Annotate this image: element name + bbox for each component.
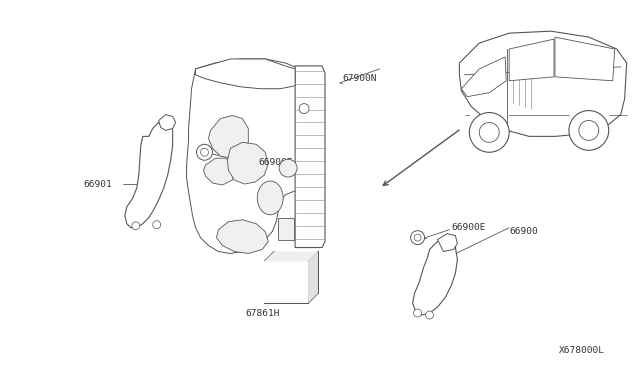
- Polygon shape: [438, 234, 458, 251]
- Circle shape: [196, 144, 212, 160]
- Polygon shape: [159, 115, 175, 131]
- Circle shape: [579, 121, 599, 140]
- Polygon shape: [204, 158, 236, 185]
- Circle shape: [426, 311, 433, 319]
- Circle shape: [132, 222, 140, 230]
- Text: 66900: 66900: [509, 227, 538, 236]
- Circle shape: [469, 113, 509, 152]
- Text: 66900E: 66900E: [259, 158, 292, 167]
- Circle shape: [153, 221, 161, 229]
- Circle shape: [279, 159, 297, 177]
- Text: 67861H: 67861H: [245, 309, 280, 318]
- Polygon shape: [555, 37, 614, 81]
- Text: 67900N: 67900N: [342, 74, 376, 83]
- Circle shape: [479, 122, 499, 142]
- Polygon shape: [227, 142, 268, 184]
- Circle shape: [200, 148, 209, 156]
- Polygon shape: [196, 59, 295, 89]
- Circle shape: [413, 309, 422, 317]
- Polygon shape: [209, 116, 248, 158]
- Circle shape: [299, 104, 309, 113]
- Polygon shape: [216, 220, 268, 253]
- Text: 66901: 66901: [83, 180, 112, 189]
- Polygon shape: [509, 39, 554, 81]
- Polygon shape: [187, 59, 320, 253]
- Circle shape: [569, 110, 609, 150]
- Polygon shape: [413, 238, 458, 315]
- Polygon shape: [125, 121, 173, 228]
- Circle shape: [411, 231, 424, 244]
- Text: 66900E: 66900E: [451, 223, 486, 232]
- Polygon shape: [461, 57, 506, 97]
- Polygon shape: [295, 66, 325, 247]
- Polygon shape: [460, 31, 627, 137]
- Polygon shape: [308, 251, 318, 303]
- Ellipse shape: [257, 181, 283, 215]
- Polygon shape: [264, 251, 318, 262]
- Polygon shape: [264, 262, 308, 303]
- Polygon shape: [278, 218, 294, 240]
- Circle shape: [414, 234, 421, 241]
- Text: X678000L: X678000L: [559, 346, 605, 355]
